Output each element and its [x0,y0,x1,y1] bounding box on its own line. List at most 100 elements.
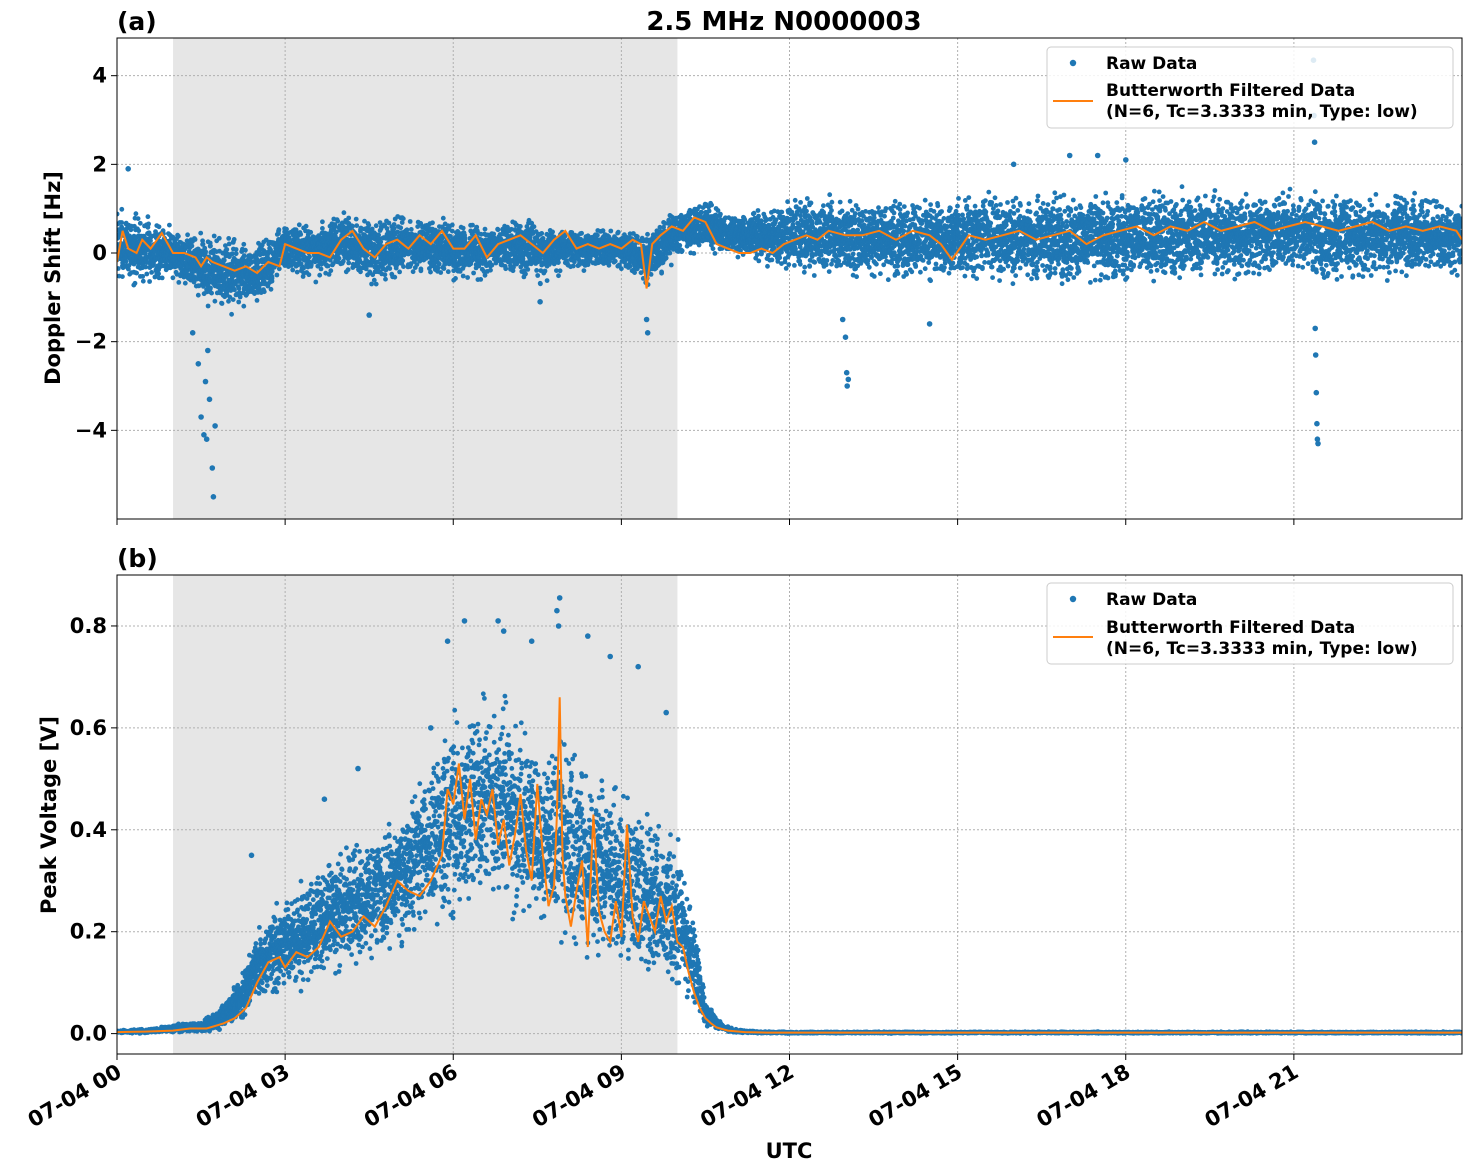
raw-data-point [366,222,372,228]
raw-data-point [156,271,162,277]
raw-data-point [395,229,401,235]
raw-data-point [384,226,390,231]
raw-data-point [140,278,146,284]
raw-data-point [392,274,398,280]
raw-data-point [523,271,528,277]
raw-data-point [306,272,312,278]
raw-data-point [710,246,716,252]
raw-data-point [430,220,435,226]
raw-data-point [233,247,239,252]
raw-data-point [460,225,466,231]
raw-data-point [769,257,775,263]
raw-data-point [663,255,669,261]
panel-b-label: (b) [117,544,158,573]
raw-data-point [318,266,324,272]
raw-data-point [612,258,618,264]
raw-data-point [232,287,237,293]
raw-data-point [478,277,484,282]
raw-data-point [136,228,142,234]
raw-data-point [123,259,129,264]
raw-data-point [209,290,215,296]
raw-data-point [679,248,685,254]
raw-data-point [296,222,302,228]
raw-data-point [241,253,247,259]
raw-data-point [350,223,355,229]
raw-data-point [503,266,509,272]
raw-data-point [146,221,152,227]
raw-data-point [751,210,757,216]
raw-data-point [119,206,125,212]
raw-data-point [435,265,441,271]
raw-data-point [557,268,563,274]
raw-data-point [634,234,640,240]
raw-data-point [535,273,541,278]
raw-data-point [137,220,143,226]
raw-data-point [237,294,243,300]
raw-data-point [208,285,213,291]
raw-data-point [375,259,380,265]
figure-title: 2.5 MHz N0000003 [646,7,921,37]
raw-data-point [428,269,433,275]
raw-data-point [256,285,262,291]
raw-data-point [325,263,331,269]
raw-data-point [211,233,217,239]
raw-data-point [297,257,302,262]
raw-data-point [335,218,341,224]
raw-data-point [149,270,155,275]
raw-data-point [317,272,323,278]
raw-data-point [369,281,374,287]
raw-data-point [119,220,124,225]
raw-data-point [371,277,377,283]
raw-data-point [368,262,374,268]
raw-data-point [307,254,312,260]
raw-data-point [397,269,402,275]
raw-data-point [606,262,612,268]
raw-data-point [269,276,275,281]
raw-data-point [362,218,367,224]
raw-data-point [691,251,697,256]
raw-data-point [131,261,137,267]
raw-data-point [230,297,236,302]
raw-data-point [356,233,362,239]
raw-data-point [358,225,364,231]
raw-data-point [542,268,548,274]
raw-data-point [391,222,397,227]
raw-data-point [226,236,232,241]
raw-data-point [156,224,162,230]
raw-data-point [147,279,153,284]
raw-data-point [525,267,531,272]
raw-data-point [224,247,230,252]
raw-data-point [756,213,761,219]
raw-data-point [336,255,342,261]
raw-data-point [167,222,172,228]
raw-data-point [135,216,141,222]
raw-data-point [718,211,723,217]
raw-data-point [556,273,561,279]
raw-data-point [241,241,247,247]
raw-data-point [440,215,446,221]
raw-data-point [677,243,683,248]
raw-data-point [315,263,321,269]
raw-data-point [298,232,304,237]
raw-data-point [518,224,523,229]
raw-data-point [627,263,633,269]
raw-data-point [231,237,237,242]
raw-data-point [383,276,388,282]
raw-data-point [471,270,476,276]
raw-data-point [346,215,352,221]
raw-data-point [261,289,267,295]
raw-data-point [293,227,299,233]
raw-data-point [159,275,165,281]
raw-data-point [595,232,600,238]
raw-data-point [615,229,621,235]
raw-data-point [229,251,235,257]
raw-data-point [581,268,587,273]
raw-data-point [219,301,225,306]
raw-data-point [441,266,447,271]
raw-data-point [290,267,296,273]
raw-data-point [408,227,414,232]
raw-data-point [276,227,282,233]
raw-data-point [570,263,576,269]
raw-data-point [378,239,384,245]
raw-data-point [320,219,325,225]
